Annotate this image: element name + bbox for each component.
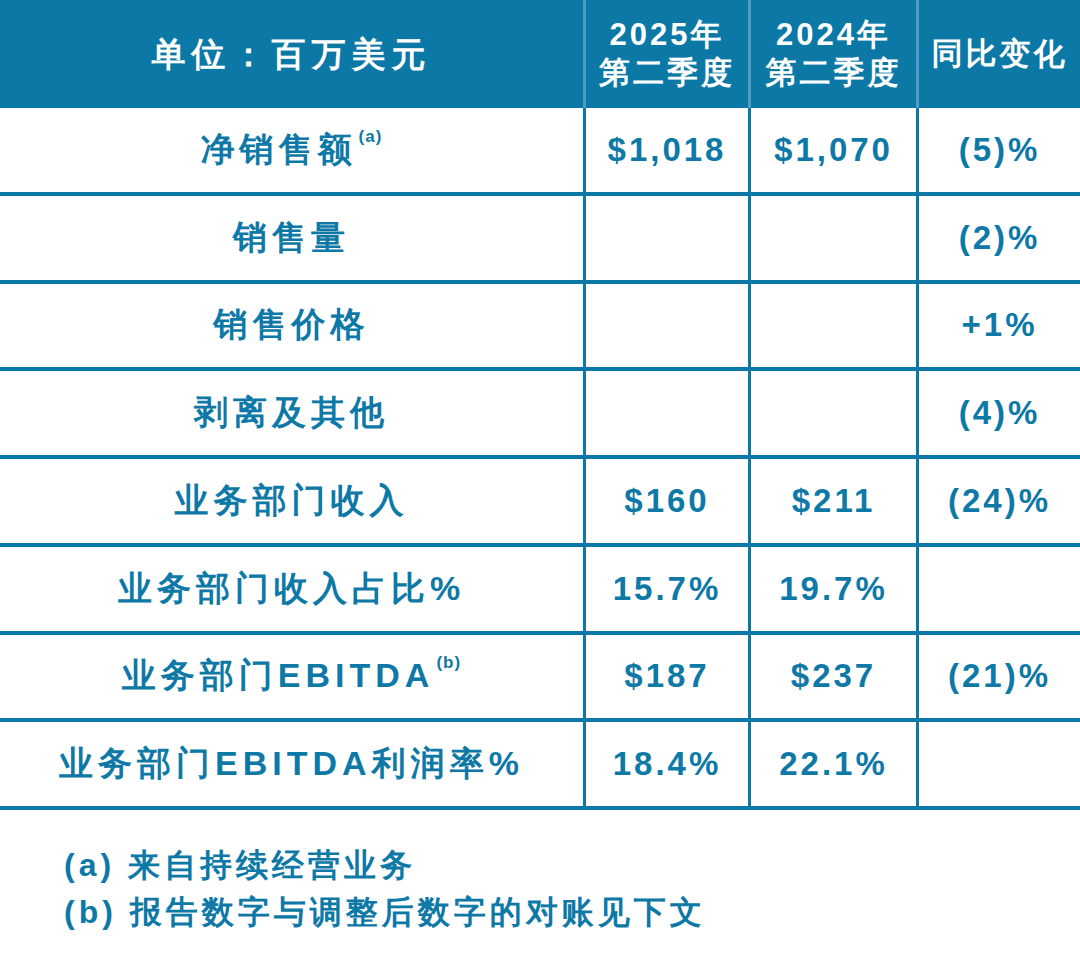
footnote-marker-a: (a) xyxy=(359,127,383,147)
cell-2025-segment-income-pct: 15.7% xyxy=(583,547,748,635)
header-2025-line2: 第二季度 xyxy=(599,55,735,90)
header-col-q2-2024: 2024年 第二季度 xyxy=(748,0,916,108)
row-label-net-sales: 净销售额(a) xyxy=(0,108,583,196)
quarterly-results-table: 单位：百万美元 2025年 第二季度 2024年 第二季度 同比变化 净销售额(… xyxy=(0,0,1080,810)
cell-yoy-ebitda-margin xyxy=(916,722,1080,810)
header-yoy-text: 同比变化 xyxy=(932,35,1068,73)
cell-2025-price xyxy=(583,284,748,372)
row-label-text: 净销售额 xyxy=(201,127,357,173)
row-label-divestitures: 剥离及其他 xyxy=(0,371,583,459)
header-2024-line1: 2024年 xyxy=(776,17,891,52)
cell-2025-volume xyxy=(583,196,748,284)
cell-yoy-segment-income-pct xyxy=(916,547,1080,635)
financial-results-page: 单位：百万美元 2025年 第二季度 2024年 第二季度 同比变化 净销售额(… xyxy=(0,0,1080,959)
cell-2025-segment-income: $160 xyxy=(583,459,748,547)
row-label-segment-ebitda: 业务部门EBITDA(b) xyxy=(0,635,583,723)
cell-2024-net-sales: $1,070 xyxy=(748,108,916,196)
cell-2024-segment-income: $211 xyxy=(748,459,916,547)
cell-yoy-segment-ebitda: (21)% xyxy=(916,635,1080,723)
row-label-ebitda-margin: 业务部门EBITDA利润率% xyxy=(0,722,583,810)
cell-yoy-net-sales: (5)% xyxy=(916,108,1080,196)
cell-2024-volume xyxy=(748,196,916,284)
row-label-volume: 销售量 xyxy=(0,196,583,284)
cell-2025-divestitures xyxy=(583,371,748,459)
header-col-yoy: 同比变化 xyxy=(916,0,1080,108)
cell-yoy-segment-income: (24)% xyxy=(916,459,1080,547)
header-col-q2-2025: 2025年 第二季度 xyxy=(583,0,748,108)
footnote-b: (b) 报告数字与调整后数字的对账见下文 xyxy=(64,889,1080,936)
cell-yoy-divestitures: (4)% xyxy=(916,371,1080,459)
row-label-price: 销售价格 xyxy=(0,284,583,372)
cell-2025-ebitda-margin: 18.4% xyxy=(583,722,748,810)
cell-2024-segment-ebitda: $237 xyxy=(748,635,916,723)
cell-2025-segment-ebitda: $187 xyxy=(583,635,748,723)
footnotes-section: (a) 来自持续经营业务 (b) 报告数字与调整后数字的对账见下文 xyxy=(0,842,1080,936)
cell-yoy-price: +1% xyxy=(916,284,1080,372)
cell-2024-divestitures xyxy=(748,371,916,459)
footnote-a: (a) 来自持续经营业务 xyxy=(64,842,1080,889)
cell-yoy-volume: (2)% xyxy=(916,196,1080,284)
cell-2024-price xyxy=(748,284,916,372)
header-q2-2024-text: 2024年 第二季度 xyxy=(766,16,902,92)
row-label-text: 业务部门EBITDA xyxy=(122,653,435,699)
unit-label-text: 单位：百万美元 xyxy=(152,35,432,73)
cell-2024-ebitda-margin: 22.1% xyxy=(748,722,916,810)
cell-2024-segment-income-pct: 19.7% xyxy=(748,547,916,635)
row-label-segment-income: 业务部门收入 xyxy=(0,459,583,547)
row-label-segment-income-pct: 业务部门收入占比% xyxy=(0,547,583,635)
header-q2-2025-text: 2025年 第二季度 xyxy=(599,16,735,92)
header-unit-label: 单位：百万美元 xyxy=(0,0,583,108)
cell-2025-net-sales: $1,018 xyxy=(583,108,748,196)
header-2025-line1: 2025年 xyxy=(610,17,725,52)
header-2024-line2: 第二季度 xyxy=(766,55,902,90)
footnote-marker-b: (b) xyxy=(436,653,461,673)
